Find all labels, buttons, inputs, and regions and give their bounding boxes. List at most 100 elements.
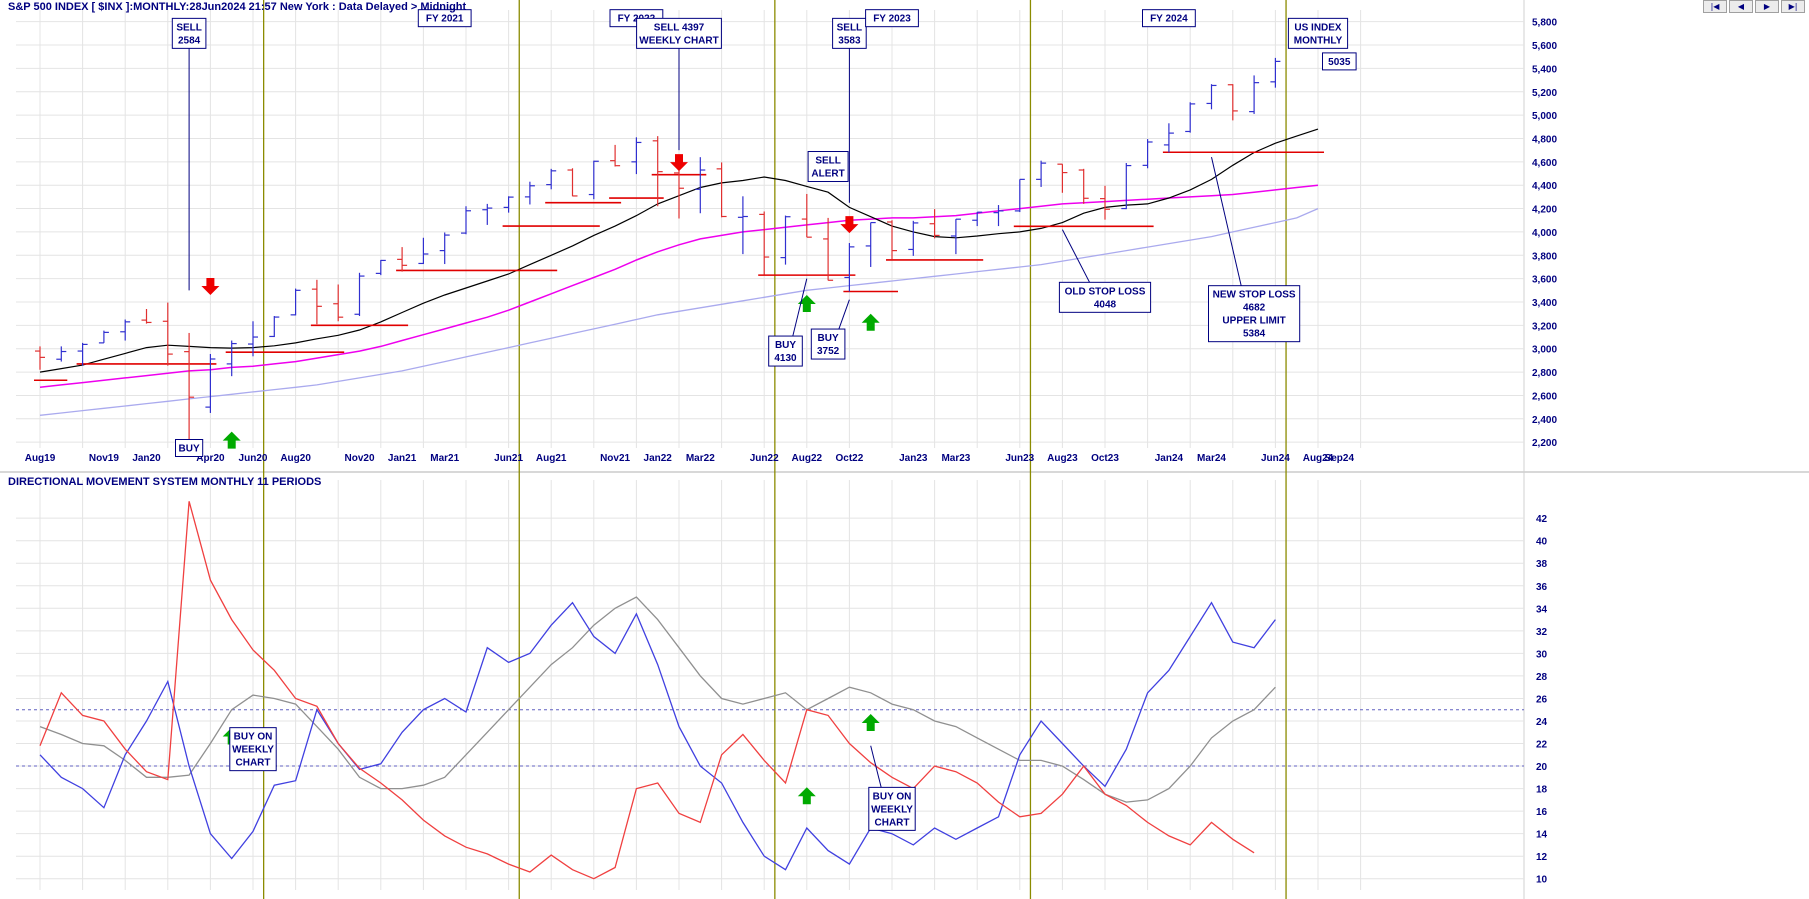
x-tick-label: Aug23	[1047, 453, 1078, 464]
price-annotation-text: 2584	[178, 35, 201, 46]
price-annotation-box	[1058, 281, 1152, 313]
price-annotation-text: 3583	[838, 35, 861, 46]
price-tick-label: 4,600	[1532, 158, 1557, 169]
nav-prev-button[interactable]: ◀	[1729, 0, 1753, 13]
indicator-title: DIRECTIONAL MOVEMENT SYSTEM MONTHLY 11 P…	[8, 476, 322, 488]
dms-annotation-text: BUY ON	[873, 791, 912, 802]
dms-annotation-text: BUY ON	[234, 732, 273, 743]
chart-navigation: |◀ ◀ ▶ ▶|	[1703, 0, 1805, 13]
price-annotation-text: SELL	[176, 22, 202, 33]
x-tick-label: Aug24	[1303, 453, 1334, 464]
x-tick-label: Aug20	[280, 453, 311, 464]
price-annotation-text: 4130	[774, 353, 797, 364]
chart-title: S&P 500 INDEX [ $INX ]:MONTHLY:28Jun2024…	[8, 1, 467, 13]
price-tick-label: 5,000	[1532, 111, 1557, 122]
price-annotation-text: NEW STOP LOSS	[1213, 290, 1296, 301]
ma-long-line	[39, 208, 1319, 416]
dms-tick-label: 26	[1536, 694, 1548, 705]
price-annotation-text: FY 2023	[873, 14, 911, 25]
price-annotation-box	[865, 9, 919, 28]
price-annotation-box	[1322, 52, 1357, 71]
price-tick-label: 3,200	[1532, 321, 1557, 332]
dms-tick-label: 42	[1536, 514, 1548, 525]
dms-tick-label: 32	[1536, 627, 1548, 638]
dms-tick-label: 20	[1536, 762, 1548, 773]
price-annotation-text: FY 2024	[1150, 14, 1188, 25]
nav-first-button[interactable]: |◀	[1703, 0, 1727, 13]
price-annotation-text: 5384	[1243, 329, 1266, 340]
x-tick-label: Nov20	[344, 453, 374, 464]
price-tick-label: 3,800	[1532, 251, 1557, 262]
price-annotation-box	[1142, 9, 1196, 28]
price-tick-label: 3,600	[1532, 275, 1557, 286]
sell-arrow	[840, 216, 859, 234]
dms-tick-label: 40	[1536, 537, 1548, 548]
dms-tick-label: 12	[1536, 852, 1548, 863]
dms-annotation-text: CHART	[875, 817, 910, 828]
x-tick-label: Jun21	[494, 453, 523, 464]
buy-arrow	[222, 431, 241, 449]
price-annotation-text: UPPER LIMIT	[1222, 316, 1285, 327]
dms-tick-label: 24	[1536, 717, 1548, 728]
x-tick-label: Apr20	[196, 453, 225, 464]
nav-last-button[interactable]: ▶|	[1781, 0, 1805, 13]
x-tick-label: Jun24	[1261, 453, 1290, 464]
x-tick-label: Jun20	[239, 453, 268, 464]
price-annotation-box	[810, 328, 846, 360]
x-tick-label: Jan20	[132, 453, 161, 464]
buy-arrow	[861, 313, 880, 331]
price-annotation-text: SELL	[815, 156, 841, 167]
price-tick-label: 5,800	[1532, 18, 1557, 29]
price-tick-label: 5,400	[1532, 64, 1557, 75]
x-tick-label: Sep24	[1325, 453, 1355, 464]
price-annotation-text: 5035	[1328, 57, 1351, 68]
dms-tick-label: 10	[1536, 875, 1548, 886]
nav-next-button[interactable]: ▶	[1755, 0, 1779, 13]
price-annotation-box	[175, 439, 204, 457]
price-tick-label: 4,000	[1532, 228, 1557, 239]
x-tick-label: Jun23	[1005, 453, 1034, 464]
price-annotation-box	[832, 17, 867, 49]
dms-tick-label: 16	[1536, 807, 1548, 818]
price-annotation-text: BUY	[818, 333, 839, 344]
dms-annotation-box	[868, 786, 916, 831]
x-tick-label: Jun22	[750, 453, 779, 464]
x-tick-label: Mar24	[1197, 453, 1226, 464]
dms-buy-arrow	[797, 787, 816, 805]
price-annotation-text: OLD STOP LOSS	[1065, 286, 1146, 297]
price-tick-label: 3,000	[1532, 345, 1557, 356]
price-annotation-text: US INDEX	[1294, 22, 1342, 33]
x-tick-label: Nov19	[89, 453, 119, 464]
price-annotation-box	[807, 151, 849, 183]
price-annotation-text: WEEKLY CHART	[639, 35, 718, 46]
dms-annotation-text: CHART	[236, 758, 271, 769]
dms-tick-label: 36	[1536, 582, 1548, 593]
x-tick-label: Aug21	[536, 453, 567, 464]
sell-arrow	[670, 154, 688, 172]
x-tick-label: Jan21	[388, 453, 417, 464]
dms-annotation-text: WEEKLY	[232, 745, 274, 756]
price-annotation-text: SELL 4397	[654, 22, 705, 33]
price-annotation-box	[417, 9, 472, 28]
x-tick-label: Jan22	[644, 453, 673, 464]
dms-annotation-box	[229, 727, 277, 772]
x-tick-label: Oct23	[1091, 453, 1119, 464]
price-tick-label: 5,600	[1532, 41, 1557, 52]
dms-tick-label: 22	[1536, 740, 1548, 751]
dms-annotation-text: WEEKLY	[871, 804, 913, 815]
price-annotation-box	[1287, 17, 1349, 49]
price-annotation-box	[768, 335, 803, 367]
dms-buy-arrow	[861, 713, 880, 731]
dms-tick-label: 38	[1536, 559, 1548, 570]
price-annotation-text: 4048	[1094, 299, 1117, 310]
plus-di-line	[39, 601, 1276, 871]
price-annotation-text: 3752	[817, 346, 840, 357]
price-annotation-box	[171, 17, 207, 49]
x-tick-label: Mar21	[430, 453, 459, 464]
x-tick-label: Oct22	[836, 453, 864, 464]
dms-tick-label: 28	[1536, 672, 1548, 683]
x-tick-label: Mar22	[686, 453, 715, 464]
